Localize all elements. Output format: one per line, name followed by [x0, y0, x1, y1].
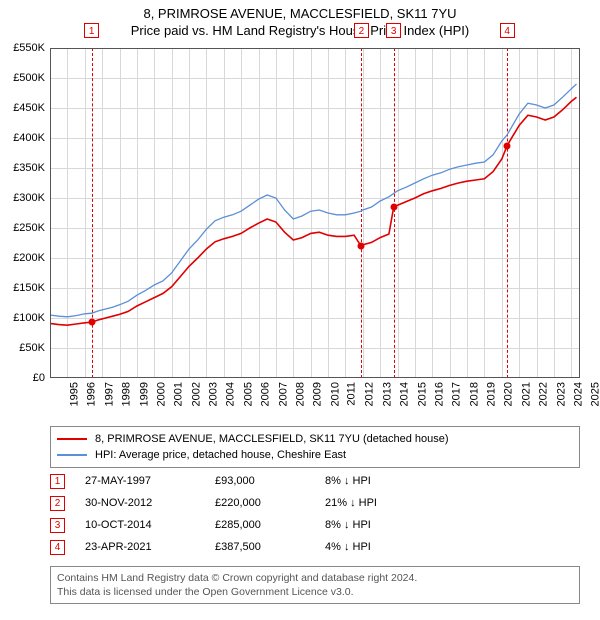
sales-row-delta: 21% ↓ HPI [325, 497, 425, 509]
y-tick-label: £500K [13, 72, 45, 84]
sales-row-delta: 8% ↓ HPI [325, 475, 425, 487]
x-tick-label: 2009 [312, 382, 324, 406]
sales-row-date: 27-MAY-1997 [85, 475, 215, 487]
y-tick-label: £200K [13, 252, 45, 264]
y-tick-label: £50K [19, 342, 45, 354]
sales-row: 2 30-NOV-2012£220,00021% ↓ HPI [50, 492, 580, 514]
x-tick-label: 1999 [138, 382, 150, 406]
x-tick-label: 2003 [208, 382, 220, 406]
x-tick-label: 1998 [121, 382, 133, 406]
x-tick-label: 2019 [486, 382, 498, 406]
sales-row-price: £93,000 [215, 475, 325, 487]
x-tick-label: 2025 [590, 382, 600, 406]
sales-row-badge: 1 [50, 474, 65, 489]
x-tick-label: 2005 [242, 382, 254, 406]
x-tick-label: 2000 [155, 382, 167, 406]
sales-row-date: 30-NOV-2012 [85, 497, 215, 509]
y-tick-label: £450K [13, 102, 45, 114]
x-tick-label: 2015 [416, 382, 428, 406]
legend-label-property: 8, PRIMROSE AVENUE, MACCLESFIELD, SK11 7… [95, 433, 449, 445]
x-tick-label: 2002 [190, 382, 202, 406]
x-tick-label: 1995 [68, 382, 80, 406]
x-tick-label: 2004 [225, 382, 237, 406]
x-tick-label: 2011 [346, 382, 358, 406]
x-tick-label: 2013 [381, 382, 393, 406]
y-tick-label: £100K [13, 312, 45, 324]
sale-marker-badge: 3 [386, 23, 401, 38]
x-tick-label: 2022 [538, 382, 550, 406]
x-tick-label: 2020 [503, 382, 515, 406]
y-tick-label: £400K [13, 132, 45, 144]
sales-row-date: 23-APR-2021 [85, 541, 215, 553]
y-tick-label: £250K [13, 222, 45, 234]
chart-container: 8, PRIMROSE AVENUE, MACCLESFIELD, SK11 7… [0, 0, 600, 620]
x-tick-label: 1996 [86, 382, 98, 406]
y-tick-label: £550K [13, 42, 45, 54]
legend-swatch-property [57, 438, 87, 440]
footer-attribution: Contains HM Land Registry data © Crown c… [50, 566, 580, 604]
x-tick-label: 2008 [294, 382, 306, 406]
sales-row-date: 10-OCT-2014 [85, 519, 215, 531]
sales-row: 1 27-MAY-1997£93,0008% ↓ HPI [50, 470, 580, 492]
sales-row-price: £387,500 [215, 541, 325, 553]
x-tick-label: 2012 [364, 382, 376, 406]
sales-row-delta: 8% ↓ HPI [325, 519, 425, 531]
y-tick-label: £350K [13, 162, 45, 174]
y-tick-label: £300K [13, 192, 45, 204]
sale-marker-badge: 4 [500, 23, 515, 38]
x-tick-label: 2024 [572, 382, 584, 406]
title-address: 8, PRIMROSE AVENUE, MACCLESFIELD, SK11 7… [0, 6, 600, 21]
sales-row: 4 23-APR-2021£387,5004% ↓ HPI [50, 536, 580, 558]
legend-swatch-hpi [57, 454, 87, 456]
sales-row-price: £285,000 [215, 519, 325, 531]
x-tick-label: 2001 [173, 382, 185, 406]
sales-row-delta: 4% ↓ HPI [325, 541, 425, 553]
y-tick-label: £150K [13, 282, 45, 294]
legend: 8, PRIMROSE AVENUE, MACCLESFIELD, SK11 7… [50, 426, 580, 468]
sales-row-badge: 4 [50, 540, 65, 555]
x-tick-label: 2023 [555, 382, 567, 406]
legend-label-hpi: HPI: Average price, detached house, Ches… [95, 449, 346, 461]
y-tick-label: £0 [33, 372, 45, 384]
sales-row-badge: 2 [50, 496, 65, 511]
x-tick-label: 2007 [277, 382, 289, 406]
sales-row-price: £220,000 [215, 497, 325, 509]
legend-item-property: 8, PRIMROSE AVENUE, MACCLESFIELD, SK11 7… [57, 431, 573, 447]
x-tick-label: 2006 [260, 382, 272, 406]
sales-row-badge: 3 [50, 518, 65, 533]
sales-row: 3 10-OCT-2014£285,0008% ↓ HPI [50, 514, 580, 536]
x-tick-label: 2010 [329, 382, 341, 406]
x-tick-label: 2018 [468, 382, 480, 406]
x-tick-label: 2016 [433, 382, 445, 406]
sales-table: 127-MAY-1997£93,0008% ↓ HPI230-NOV-2012£… [50, 470, 580, 558]
x-tick-label: 2021 [520, 382, 532, 406]
footer-line1: Contains HM Land Registry data © Crown c… [57, 571, 573, 585]
legend-item-hpi: HPI: Average price, detached house, Ches… [57, 447, 573, 463]
plot-border [50, 48, 580, 378]
x-tick-label: 1997 [103, 382, 115, 406]
sale-marker-badge: 2 [354, 23, 369, 38]
sale-marker-badge: 1 [84, 23, 99, 38]
chart-plot-area: 1234 £0£50K£100K£150K£200K£250K£300K£350… [50, 48, 580, 378]
footer-line2: This data is licensed under the Open Gov… [57, 585, 573, 599]
x-tick-label: 2014 [399, 382, 411, 406]
x-tick-label: 2017 [451, 382, 463, 406]
